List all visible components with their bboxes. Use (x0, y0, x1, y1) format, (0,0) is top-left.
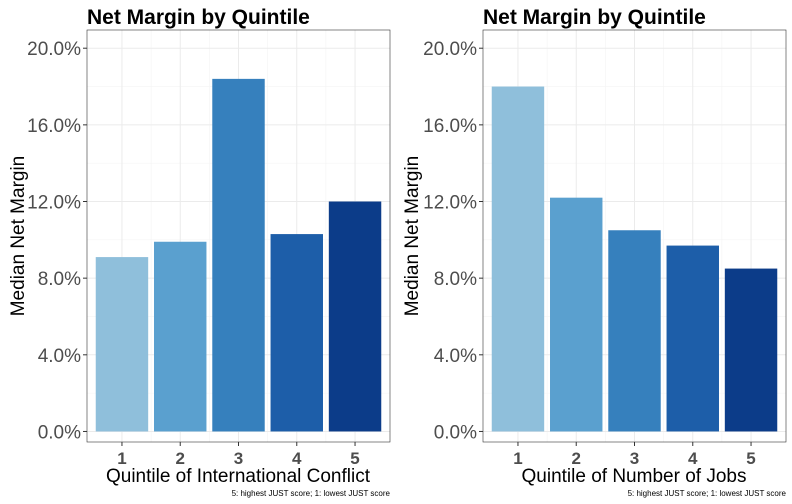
y-tick-label: 20.0% (27, 39, 81, 60)
chart-caption: 5: highest JUST score; 1: lowest JUST sc… (232, 489, 391, 498)
x-tick-label: 3 (630, 449, 639, 468)
y-axis: 0.0% 4.0% 8.0% 12.0% 16.0% 20.0% (423, 39, 483, 443)
bar-4 (270, 234, 323, 432)
bar-3 (608, 230, 661, 432)
chart-caption: 5: highest JUST score; 1: lowest JUST sc… (628, 489, 787, 498)
y-axis: 0.0% 4.0% 8.0% 12.0% 16.0% 20.0% (27, 39, 87, 443)
chart-panel-international-conflict: Net Margin by Quintile Median Net Margin… (8, 6, 391, 498)
y-tick-label: 16.0% (27, 116, 81, 137)
x-tick-label: 4 (292, 449, 302, 468)
y-tick-label: 12.0% (27, 193, 81, 214)
x-axis-label: Quintile of International Conflict (106, 466, 371, 487)
y-tick-label: 8.0% (38, 269, 81, 290)
y-axis-label: Median Net Margin (8, 156, 29, 317)
bar-2 (550, 197, 603, 432)
x-axis: 1 2 3 4 5 (513, 442, 756, 468)
y-tick-label: 12.0% (423, 193, 477, 214)
x-tick-label: 1 (513, 449, 522, 468)
bar-5 (724, 268, 778, 432)
x-tick-label: 5 (746, 449, 755, 468)
chart-panel-number-of-jobs: Net Margin by Quintile Median Net Margin… (402, 6, 787, 498)
x-tick-label: 2 (175, 449, 184, 468)
chart-title: Net Margin by Quintile (483, 6, 706, 29)
x-tick-label: 3 (234, 449, 243, 468)
x-tick-label: 2 (571, 449, 580, 468)
bar-3 (212, 78, 265, 432)
bar-5 (328, 201, 382, 432)
y-tick-label: 4.0% (38, 346, 81, 367)
bar-series (491, 86, 778, 432)
bar-4 (666, 245, 719, 432)
y-tick-label: 16.0% (423, 116, 477, 137)
x-tick-label: 5 (350, 449, 359, 468)
x-tick-label: 1 (117, 449, 126, 468)
x-axis-label: Quintile of Number of Jobs (522, 466, 747, 487)
x-tick-label: 4 (688, 449, 698, 468)
y-tick-label: 8.0% (434, 269, 477, 290)
y-tick-label: 0.0% (434, 422, 477, 443)
chart-title: Net Margin by Quintile (87, 6, 310, 29)
y-tick-label: 20.0% (423, 39, 477, 60)
bar-2 (154, 241, 207, 432)
bar-1 (491, 86, 545, 432)
y-tick-label: 0.0% (38, 422, 81, 443)
bar-series (95, 78, 382, 432)
x-axis: 1 2 3 4 5 (117, 442, 360, 468)
y-axis-label: Median Net Margin (402, 156, 423, 317)
y-tick-label: 4.0% (434, 346, 477, 367)
bar-1 (95, 257, 149, 432)
